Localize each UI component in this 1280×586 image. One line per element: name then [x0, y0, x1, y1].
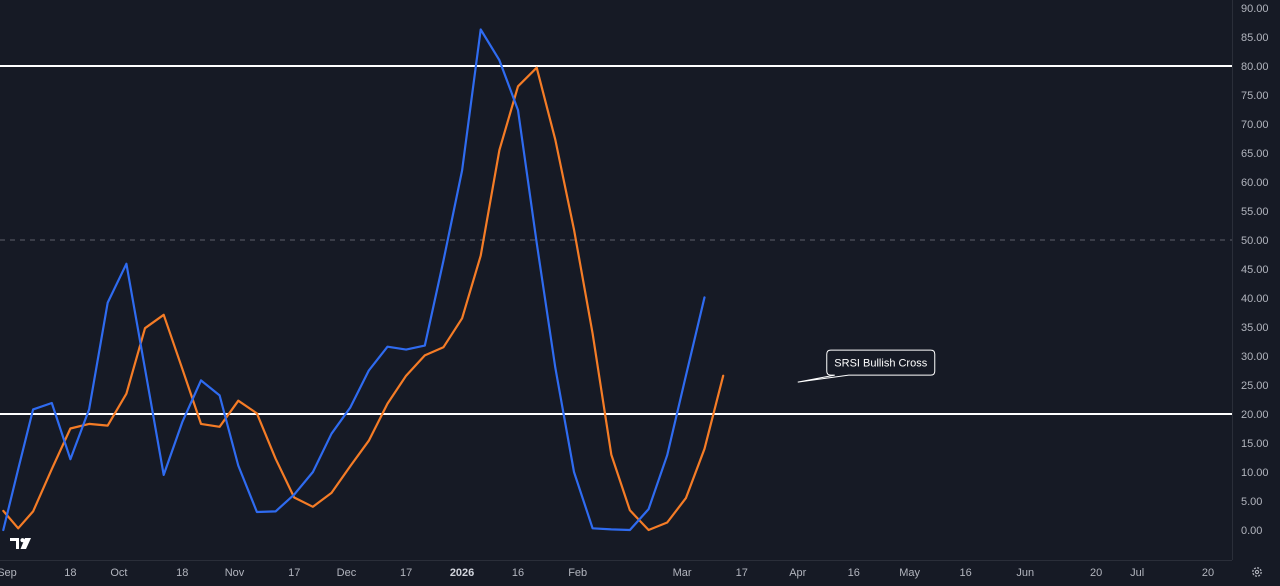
x-tick-label: 17	[400, 567, 412, 579]
tradingview-logo-icon[interactable]	[10, 538, 31, 549]
callout-box	[797, 349, 936, 383]
x-tick-label: 20	[1090, 567, 1102, 579]
x-tick-label: 16	[512, 567, 524, 579]
x-tick-label: Dec	[337, 567, 357, 579]
y-tick-label: 50.00	[1241, 235, 1269, 247]
k-line-series[interactable]	[2, 28, 706, 532]
x-tick-label: Mar	[673, 567, 692, 579]
x-tick-label: May	[899, 567, 920, 579]
y-tick-label: 5.00	[1241, 496, 1262, 508]
x-tick-label: Nov	[225, 567, 245, 579]
x-tick-label: 17	[736, 567, 748, 579]
d-line-series[interactable]	[2, 66, 725, 532]
y-tick-label: 10.00	[1241, 467, 1269, 479]
x-tick-label: 16	[848, 567, 860, 579]
y-tick-label: 75.00	[1241, 90, 1269, 102]
x-tick-label: 17	[288, 567, 300, 579]
y-tick-label: 15.00	[1241, 438, 1269, 450]
x-tick-label: Feb	[568, 567, 587, 579]
callout-text: SRSI Bullish Cross	[834, 358, 927, 370]
y-tick-label: 55.00	[1241, 206, 1269, 218]
x-tick-label: 20	[1202, 567, 1214, 579]
y-tick-label: 70.00	[1241, 119, 1269, 131]
y-tick-label: 60.00	[1241, 177, 1269, 189]
x-tick-label: 16	[959, 567, 971, 579]
gear-icon[interactable]	[1252, 567, 1262, 577]
time-axis[interactable]: Sep 18 Oct 18 Nov 17 Dec 17 2026 16 Feb Mar 17 Apr 16 M…	[0, 567, 1214, 579]
x-tick-label: 18	[64, 567, 76, 579]
x-tick-label: Jun	[1016, 567, 1034, 579]
x-tick-label: Sep	[0, 567, 17, 579]
y-tick-label: 40.00	[1241, 293, 1269, 305]
y-tick-label: 35.00	[1241, 322, 1269, 334]
y-tick-label: 20.00	[1241, 409, 1269, 421]
x-tick-label: 18	[176, 567, 188, 579]
price-axis[interactable]: 0.00 5.00 10.00 15.00 20.00 25.00 30.00 35.00 40…	[1241, 3, 1269, 537]
y-tick-label: 90.00	[1241, 3, 1269, 15]
x-tick-label: 2026	[450, 567, 474, 579]
y-tick-label: 85.00	[1241, 32, 1269, 44]
y-tick-label: 80.00	[1241, 61, 1269, 73]
y-tick-label: 45.00	[1241, 264, 1269, 276]
x-tick-label: Jul	[1130, 567, 1144, 579]
y-tick-label: 65.00	[1241, 148, 1269, 160]
y-tick-label: 30.00	[1241, 351, 1269, 363]
srsi-bullish-cross-callout[interactable]: SRSI Bullish Cross	[797, 349, 936, 383]
y-tick-label: 0.00	[1241, 525, 1262, 537]
y-tick-label: 25.00	[1241, 380, 1269, 392]
x-tick-label: Oct	[110, 567, 127, 579]
x-tick-label: Apr	[789, 567, 806, 579]
